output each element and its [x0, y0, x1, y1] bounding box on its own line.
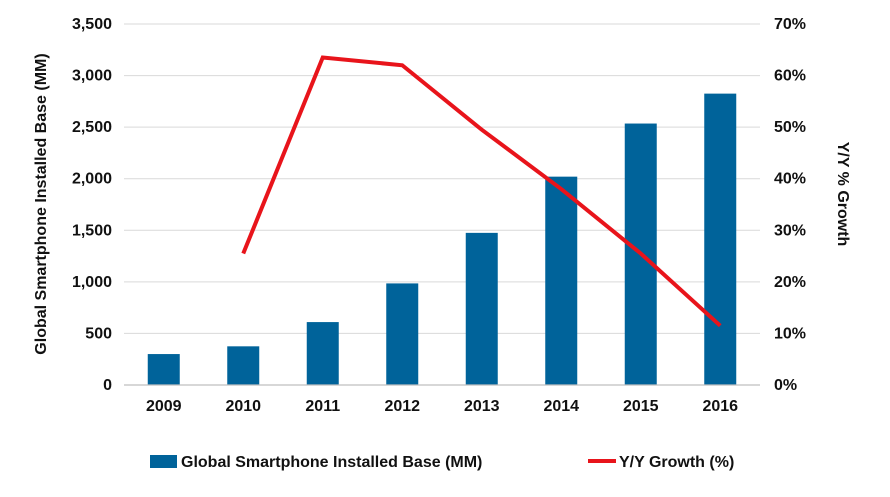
y-tick-label: 1,500	[72, 222, 112, 239]
tick-labels: 0 0% 500 10% 1,000 20% 1,500 30% 2,000 40% 2,500 50…	[72, 16, 806, 415]
x-tick-label: 2014	[543, 398, 579, 415]
y2-tick-label: 20%	[774, 274, 806, 291]
legend-bar-label: Global Smartphone Installed Base (MM)	[181, 454, 482, 471]
x-tick-label: 2012	[384, 398, 420, 415]
x-tick-label: 2010	[225, 398, 261, 415]
line-series	[241, 55, 722, 328]
bar	[227, 346, 260, 385]
growth-line	[241, 55, 722, 328]
y2-tick-label: 50%	[774, 119, 806, 136]
bar	[386, 283, 419, 385]
y-tick-label: 0	[103, 377, 112, 394]
y2-tick-label: 10%	[774, 325, 806, 342]
y-tick-label: 2,000	[72, 171, 112, 188]
y2-tick-label: 30%	[774, 222, 806, 239]
legend: Global Smartphone Installed Base (MM) Y/…	[150, 454, 734, 471]
bar-series	[147, 93, 737, 385]
bar	[306, 322, 339, 385]
y2-tick-label: 60%	[774, 68, 806, 85]
y-tick-label: 3,500	[72, 16, 112, 33]
x-tick-label: 2009	[146, 398, 182, 415]
y2-tick-label: 40%	[774, 171, 806, 188]
y2-tick-label: 70%	[774, 16, 806, 33]
legend-bar-swatch	[150, 455, 177, 468]
y-tick-label: 1,000	[72, 274, 112, 291]
x-tick-label: 2015	[623, 398, 659, 415]
y2-axis-title: Y/Y % Growth	[834, 142, 851, 247]
bar	[545, 176, 578, 385]
gridlines	[124, 23, 760, 334]
y-tick-label: 2,500	[72, 119, 112, 136]
x-tick-label: 2011	[305, 398, 340, 415]
y-axis-title: Global Smartphone Installed Base (MM)	[33, 53, 50, 354]
y2-tick-label: 0%	[774, 377, 797, 394]
y-tick-label: 3,000	[72, 68, 112, 85]
x-tick-label: 2013	[464, 398, 500, 415]
x-tick-label: 2016	[702, 398, 738, 415]
bar	[704, 93, 737, 385]
y-tick-label: 500	[85, 325, 112, 342]
bar	[465, 232, 498, 385]
legend-line-label: Y/Y Growth (%)	[619, 454, 734, 471]
bar	[147, 354, 180, 385]
